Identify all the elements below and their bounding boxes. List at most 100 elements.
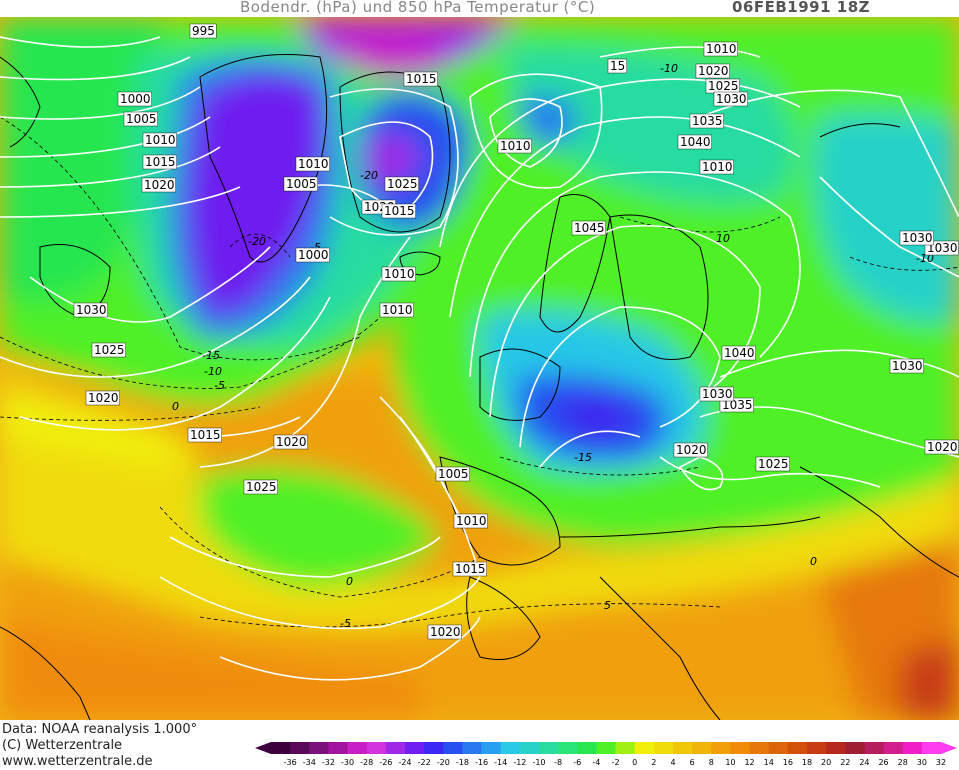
colorbar-tick-label: -30 [341, 758, 354, 767]
isotherm-label: 0 [172, 400, 179, 413]
isobar-label: 1025 [384, 176, 419, 192]
map-header: Bodendr. (hPa) und 850 hPa Temperatur (°… [0, 0, 959, 17]
svg-text:1000: 1000 [298, 248, 329, 262]
colorbar-swatch [481, 742, 502, 754]
isobar-label: 1010 [295, 156, 330, 172]
data-source-credit: Data: NOAA reanalysis 1.000° [2, 722, 198, 737]
svg-text:1025: 1025 [246, 480, 277, 494]
svg-text:1025: 1025 [708, 79, 739, 93]
colorbar-tick-label: -22 [418, 758, 431, 767]
isobar-label: 1025 [755, 456, 790, 472]
isotherm-label: -10 [204, 365, 222, 378]
svg-text:1015: 1015 [384, 204, 415, 218]
colorbar-swatch [807, 742, 827, 754]
svg-text:1025: 1025 [387, 177, 418, 191]
svg-text:1020: 1020 [927, 440, 958, 454]
colorbar-swatch [864, 742, 885, 754]
isobar-label: 1015 [403, 71, 438, 87]
colorbar-tick-label: -32 [322, 758, 335, 767]
isobar-label: 1015 [187, 427, 222, 443]
isobar-label: 1025 [91, 342, 126, 358]
isobar-label: 1020 [85, 390, 120, 406]
colorbar-tick-label: 0 [632, 758, 637, 767]
colorbar-swatch [290, 742, 310, 754]
colorbar-swatch [443, 742, 463, 754]
isotherm-label: -5 [310, 241, 321, 254]
isobar-label: 1020 [924, 439, 959, 455]
colorbar-swatch [424, 742, 444, 754]
svg-text:1030: 1030 [716, 92, 747, 106]
svg-text:1025: 1025 [758, 457, 789, 471]
colorbar-swatch [653, 742, 674, 754]
svg-text:1020: 1020 [698, 64, 729, 78]
colorbar-swatch [902, 742, 923, 754]
svg-text:1040: 1040 [724, 346, 755, 360]
colorbar-swatch [366, 742, 387, 754]
colorbar-swatch [826, 742, 846, 754]
colorbar-swatch [271, 742, 291, 754]
colorbar-swatch [405, 742, 425, 754]
colorbar-tick-label: 16 [783, 758, 793, 767]
colorbar-tick-label: -20 [437, 758, 450, 767]
isotherm-labels: -20 -20 -15 -10 -5 0 0 -5 -10 -15 10 -10… [172, 62, 934, 630]
isobar-label: 1005 [283, 176, 318, 192]
svg-text:1035: 1035 [692, 114, 723, 128]
isobar-label: 1000 [295, 247, 330, 263]
copyright-notice: (C) Wetterzentrale [2, 738, 123, 753]
svg-text:1030: 1030 [902, 231, 933, 245]
isobar-label: 1035 [719, 397, 754, 413]
isotherm-label: -20 [360, 169, 378, 182]
isobar-label: 1030 [73, 302, 108, 318]
isotherm-label: 0 [810, 555, 817, 568]
colorbar-tick-label: 18 [802, 758, 812, 767]
svg-text:1020: 1020 [676, 443, 707, 457]
isobar-label: 1010 [142, 132, 177, 148]
svg-text:1020: 1020 [276, 435, 307, 449]
temperature-shading [0, 17, 959, 720]
svg-text:1020: 1020 [430, 625, 461, 639]
colorbar-swatch [347, 742, 368, 754]
svg-text:1005: 1005 [126, 112, 157, 126]
isobar-label: 1010 [699, 159, 734, 175]
weather-map: -20 -20 -15 -10 -5 0 0 -5 -10 -15 10 -10… [0, 17, 959, 720]
svg-text:995: 995 [192, 24, 215, 38]
svg-text:1010: 1010 [702, 160, 733, 174]
isobar-label: 1000 [117, 91, 152, 107]
svg-text:1030: 1030 [76, 303, 107, 317]
svg-text:1010: 1010 [145, 133, 176, 147]
colorbar-tick-label: 20 [821, 758, 831, 767]
isobar-label: 1020 [695, 63, 730, 79]
colorbar-tick-label: 28 [898, 758, 908, 767]
colorbar-tick-label: -12 [513, 758, 526, 767]
svg-text:1035: 1035 [722, 398, 753, 412]
svg-text:15: 15 [610, 59, 625, 73]
isobar-label: 1025 [243, 479, 278, 495]
isobar-label: 1010 [379, 302, 414, 318]
colorbar-tick-label: -28 [360, 758, 373, 767]
website-url[interactable]: www.wetterzentrale.de [2, 754, 153, 769]
colorbar-swatch [730, 742, 751, 754]
isobar-label: 1005 [435, 466, 470, 482]
colorbar-arrow-min [255, 742, 271, 754]
colorbar-swatch [768, 742, 789, 754]
colorbar-swatch [558, 742, 578, 754]
colorbar-tick-label: 14 [764, 758, 774, 767]
isobar-label: 1030 [899, 230, 934, 246]
colorbar-swatch [634, 742, 655, 754]
svg-text:1030: 1030 [702, 387, 733, 401]
svg-text:1045: 1045 [574, 221, 605, 235]
colorbar-tick-label: 10 [725, 758, 735, 767]
isotherm-label: 10 [716, 232, 730, 245]
colorbar-tick-label: 12 [744, 758, 754, 767]
svg-text:1015: 1015 [406, 72, 437, 86]
colorbar-tick-label: -6 [573, 758, 581, 767]
svg-text:1020: 1020 [144, 178, 175, 192]
svg-text:1015: 1015 [145, 155, 176, 169]
colorbar-tick-label: -36 [284, 758, 297, 767]
temperature-colorbar: -36 -34 -32 -30 -28 -26 -24 -22 -20 -18 -16 -14 -12-… [255, 742, 957, 767]
svg-text:1030: 1030 [892, 359, 923, 373]
svg-text:1005: 1005 [438, 467, 469, 481]
colorbar-tick-label: -34 [303, 758, 316, 767]
colorbar-tick-label: 8 [709, 758, 714, 767]
colorbar-swatch [673, 742, 693, 754]
